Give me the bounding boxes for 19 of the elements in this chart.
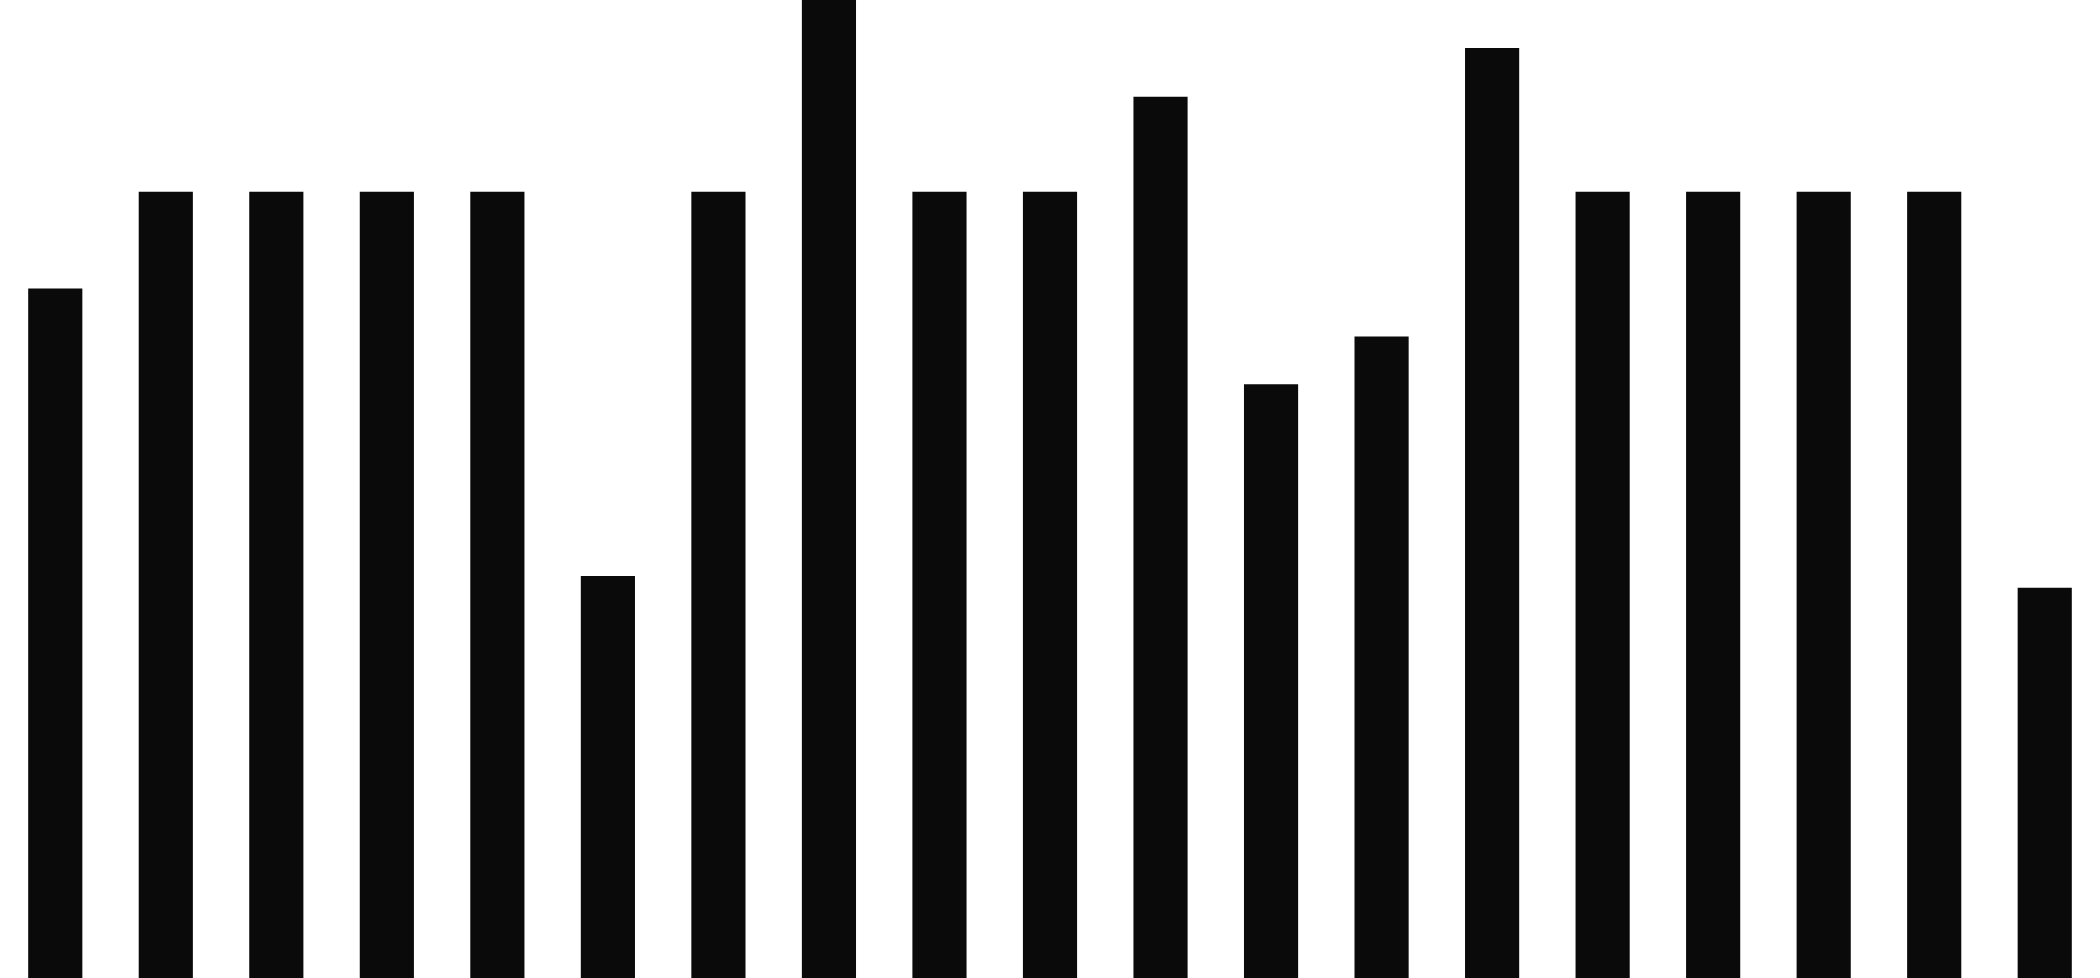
bar (1133, 96, 1188, 978)
bar (359, 191, 414, 978)
bar (912, 191, 967, 978)
bar (801, 0, 857, 978)
bar (691, 191, 746, 978)
bar (1465, 47, 1520, 978)
bar (1354, 336, 1409, 978)
bar (1022, 191, 1078, 978)
bar (1243, 384, 1299, 978)
bar (1575, 191, 1630, 978)
bar (580, 576, 635, 978)
bar (470, 191, 525, 978)
bar (1686, 191, 1741, 978)
bar (2017, 587, 2072, 978)
bar (249, 191, 304, 978)
bar (1796, 191, 1851, 978)
bar (1907, 191, 1962, 978)
bar (28, 288, 83, 978)
bar (138, 191, 193, 978)
